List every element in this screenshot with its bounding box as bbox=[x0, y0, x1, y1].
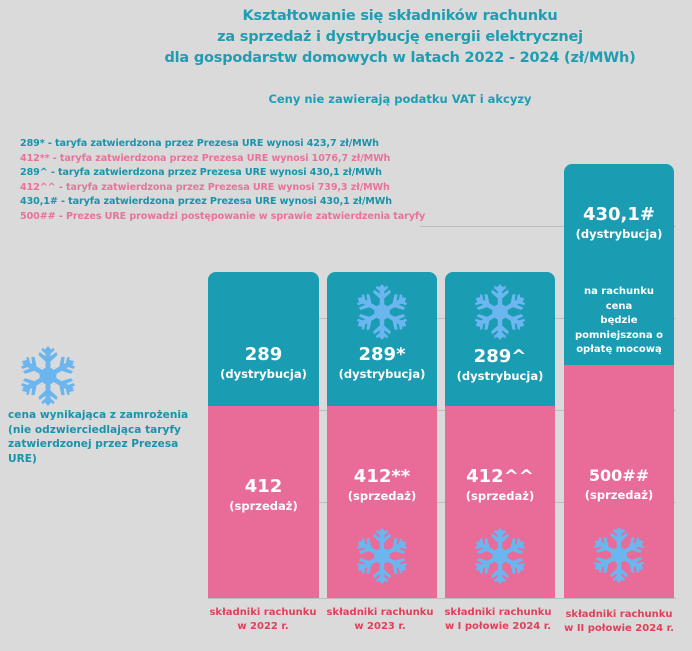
bar-2024-h1: 289^ (dystrybucja) 412^^ (sprzedaż) bbox=[445, 272, 555, 598]
distribution-segment: 430,1# (dystrybucja) na rachunku cena bę… bbox=[564, 164, 674, 365]
category-line: składniki rachunku bbox=[565, 609, 673, 620]
sale-segment: 412** (sprzedaż) bbox=[327, 406, 437, 598]
sale-value: 500## bbox=[588, 466, 650, 485]
note-line: pomniejszona o bbox=[574, 329, 664, 341]
category-line: składniki rachunku bbox=[326, 607, 434, 618]
footnote: 500## - Prezes URE prowadzi postępowanie… bbox=[20, 210, 426, 222]
gridline bbox=[208, 598, 676, 599]
gridline bbox=[208, 502, 676, 503]
distribution-label: (dystrybucja) bbox=[456, 369, 544, 383]
gridline bbox=[420, 226, 676, 227]
distribution-value: 289* bbox=[358, 344, 406, 365]
category-label: składniki rachunku w 2023 r. bbox=[320, 606, 440, 634]
sale-value: 412^^ bbox=[466, 466, 534, 487]
distribution-label: (dystrybucja) bbox=[220, 367, 307, 381]
snowflake-icon bbox=[591, 527, 647, 583]
category-label: składniki rachunku w 2022 r. bbox=[203, 606, 323, 634]
sale-label: (sprzedaż) bbox=[584, 488, 654, 502]
footnote: 430,1# - taryfa zatwierdzona przez Preze… bbox=[20, 196, 392, 208]
footnote: 412^^ - taryfa zatwierdzona przez Prezes… bbox=[20, 181, 390, 193]
legend-line: cena wynikająca z zamrożenia bbox=[8, 409, 189, 421]
distribution-label: (dystrybucja) bbox=[338, 367, 426, 381]
distribution-segment: 289 (dystrybucja) bbox=[208, 272, 319, 406]
legend-line: (nie odzwierciedlająca taryfy bbox=[8, 423, 181, 436]
title-line-1: Kształtowanie się składników rachunku bbox=[242, 8, 558, 24]
snowflake-icon bbox=[472, 284, 528, 340]
sale-value: 412** bbox=[353, 466, 411, 487]
title-line-2: za sprzedaż i dystrybucję energii elektr… bbox=[217, 29, 583, 45]
note-line: opłatę mocową bbox=[576, 344, 662, 355]
distribution-value: 289 bbox=[244, 344, 283, 365]
bar-2023: 289* (dystrybucja) 412** (sprzedaż) bbox=[327, 272, 437, 598]
category-line: w 2022 r. bbox=[237, 621, 289, 632]
sale-label: (sprzedaż) bbox=[229, 499, 298, 513]
category-line: składniki rachunku bbox=[444, 607, 552, 618]
distribution-segment: 289^ (dystrybucja) bbox=[445, 272, 555, 406]
snowflake-icon bbox=[354, 284, 410, 340]
sale-segment: 500## (sprzedaż) bbox=[564, 365, 674, 598]
category-line: w 2023 r. bbox=[354, 621, 406, 632]
category-label: składniki rachunku w I połowie 2024 r. bbox=[438, 606, 558, 634]
category-line: w II połowie 2024 r. bbox=[564, 623, 674, 634]
sale-label: (sprzedaż) bbox=[347, 489, 417, 503]
bar-2022: 289 (dystrybucja) 412 (sprzedaż) bbox=[208, 272, 319, 598]
bar-2024-h2: 430,1# (dystrybucja) na rachunku cena bę… bbox=[564, 164, 674, 598]
note-line: będzie bbox=[600, 315, 638, 326]
gridline bbox=[208, 318, 676, 319]
snowflake-icon bbox=[354, 528, 410, 584]
sale-segment: 412 (sprzedaż) bbox=[208, 406, 319, 598]
footnote: 412** - taryfa zatwierdzona przez Prezes… bbox=[20, 152, 391, 164]
snowflake-icon bbox=[18, 346, 78, 406]
footnote: 289^ - taryfa zatwierdzona przez Prezesa… bbox=[20, 167, 382, 179]
category-line: składniki rachunku bbox=[209, 607, 317, 618]
distribution-value: 289^ bbox=[473, 346, 527, 367]
legend-text: cena wynikająca z zamrożenia (nie odzwie… bbox=[8, 408, 208, 466]
footnotes: 289* - taryfa zatwierdzona przez Prezesa… bbox=[20, 137, 425, 225]
note-line: na rachunku cena bbox=[583, 286, 655, 312]
sale-segment: 412^^ (sprzedaż) bbox=[445, 406, 555, 598]
gridline bbox=[208, 410, 676, 411]
legend-line: zatwierdzonej przez Prezesa URE) bbox=[8, 438, 179, 465]
category-label: składniki rachunku w II połowie 2024 r. bbox=[559, 608, 679, 636]
category-line: w I połowie 2024 r. bbox=[444, 621, 552, 632]
distribution-value: 430,1# bbox=[582, 204, 656, 225]
sale-value: 412 bbox=[244, 476, 283, 497]
chart-subtitle: Ceny nie zawierają podatku VAT i akcyzy bbox=[268, 92, 532, 106]
sale-label: (sprzedaż) bbox=[465, 489, 535, 503]
snowflake-icon bbox=[472, 528, 528, 584]
capacity-fee-note: na rachunku cena będzie pomniejszona o o… bbox=[570, 285, 668, 358]
footnote: 289* - taryfa zatwierdzona przez Prezesa… bbox=[20, 138, 379, 149]
distribution-segment: 289* (dystrybucja) bbox=[327, 272, 437, 406]
title-line-3: dla gospodarstw domowych w latach 2022 -… bbox=[164, 50, 636, 66]
chart-title: Kształtowanie się składników rachunku za… bbox=[150, 6, 650, 69]
distribution-label: (dystrybucja) bbox=[575, 227, 663, 241]
